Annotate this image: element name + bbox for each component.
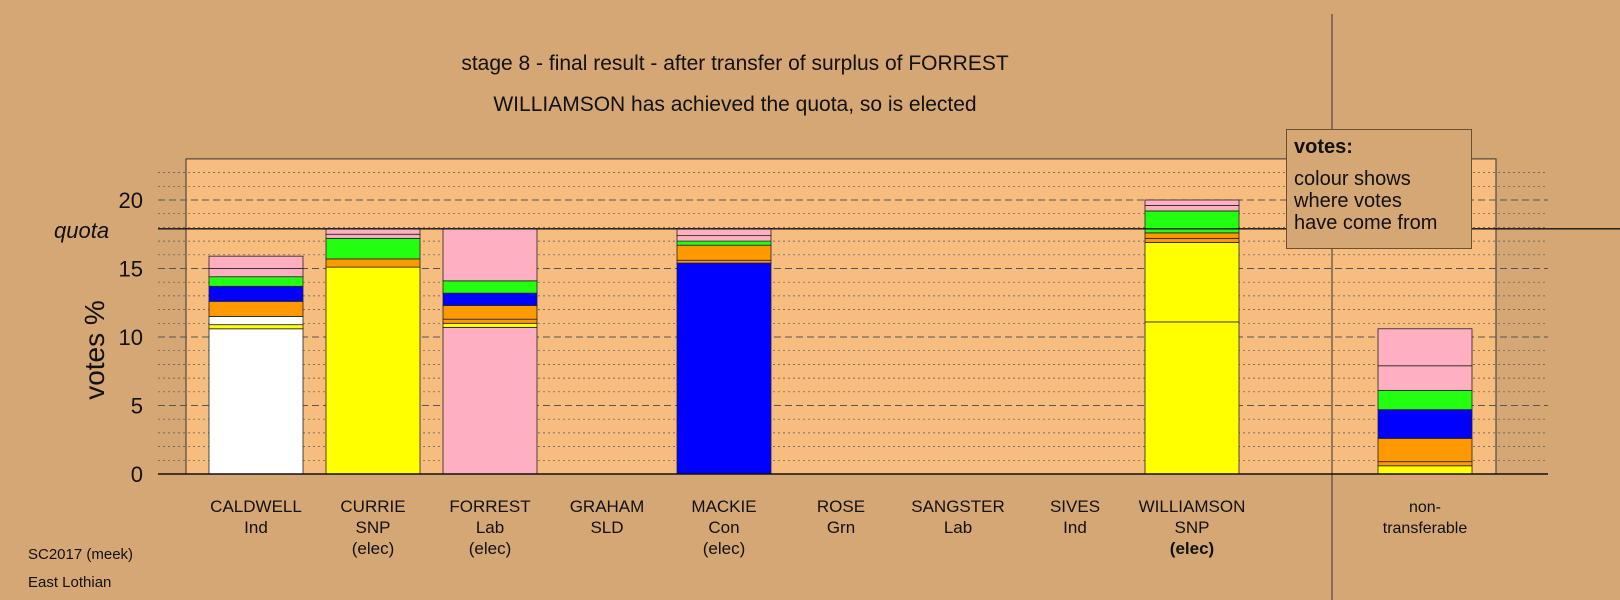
- y-tick-label: 15: [119, 257, 143, 282]
- bar-segment-williamson: [1144, 210, 1240, 234]
- bar-segment-forrest: [442, 318, 538, 324]
- x-label-party: Ind: [244, 518, 268, 537]
- bar-segment-non: [1377, 328, 1473, 367]
- x-label-party: Lab: [944, 518, 972, 537]
- bars: [208, 199, 1473, 475]
- bar-segment-caldwell: [208, 300, 304, 317]
- bar-segment-mackie: [676, 235, 772, 242]
- x-label-party: Lab: [476, 518, 504, 537]
- y-tick-label: 20: [119, 188, 143, 213]
- bar-segment-caldwell: [208, 268, 304, 278]
- quota-label: quota: [54, 218, 109, 243]
- x-label-party: Con: [708, 518, 739, 537]
- y-axis-label: votes %: [79, 300, 110, 400]
- y-tick-label: 10: [119, 325, 143, 350]
- bar-segment-mackie: [676, 240, 772, 246]
- bar-segment-forrest: [442, 280, 538, 294]
- x-label-name: non-: [1409, 499, 1441, 516]
- bar-segment-non: [1377, 390, 1473, 411]
- bar-segment-non: [1377, 365, 1473, 391]
- bar-segment-williamson: [1144, 321, 1240, 475]
- bar-segment-forrest: [442, 322, 538, 328]
- bar-segment-caldwell: [208, 316, 304, 326]
- bar-segment-mackie: [676, 259, 772, 264]
- bar-segment-currie: [325, 233, 421, 239]
- bar-segment-caldwell: [208, 324, 304, 330]
- y-tick-label: 0: [131, 462, 143, 487]
- bar-segment-non: [1377, 409, 1473, 439]
- x-label-name: GRAHAM: [570, 497, 645, 516]
- bar-segment-mackie: [676, 244, 772, 261]
- bar-segment-currie: [325, 228, 421, 235]
- bar-segment-williamson: [1144, 199, 1240, 206]
- bar-segment-currie: [325, 266, 421, 475]
- bar-segment-caldwell: [208, 255, 304, 269]
- bar-segment-williamson: [1144, 242, 1240, 323]
- x-label-name: CALDWELL: [210, 497, 302, 516]
- x-label-status: (elec): [469, 539, 512, 558]
- legend-line-1: colour shows: [1294, 168, 1411, 190]
- x-label-party: Ind: [1063, 518, 1087, 537]
- bar-segment-non: [1377, 465, 1473, 475]
- bar-segment-williamson: [1144, 232, 1240, 239]
- bar-segment-non: [1377, 437, 1473, 463]
- bar-segment-caldwell: [208, 276, 304, 287]
- x-label-name: SANGSTER: [911, 497, 1005, 516]
- x-label-party: SNP: [1175, 518, 1210, 537]
- ward-label: East Lothian: [28, 574, 112, 591]
- bar-segment-currie: [325, 258, 421, 268]
- bar-segment-williamson: [1144, 205, 1240, 212]
- bar-segment-williamson: [1144, 237, 1240, 243]
- x-label-party: Grn: [827, 518, 855, 537]
- legend: votes: colour shows where votes have com…: [1286, 129, 1472, 249]
- x-label-status: (elec): [352, 539, 395, 558]
- bar-segment-mackie: [676, 228, 772, 237]
- x-label-name: ROSE: [817, 497, 865, 516]
- bar-segment-forrest: [442, 327, 538, 475]
- legend-title: votes:: [1294, 136, 1353, 158]
- x-label-name: WILLIAMSON: [1139, 497, 1246, 516]
- x-label-status: (elec): [703, 539, 746, 558]
- x-label-status: (elec): [1170, 539, 1214, 558]
- y-tick-label: 5: [131, 394, 143, 419]
- x-label-party: SNP: [356, 518, 391, 537]
- x-label-party: SLD: [590, 518, 623, 537]
- legend-line-2: where votes: [1294, 190, 1402, 212]
- x-label-name: SIVES: [1050, 497, 1100, 516]
- bar-segment-forrest: [442, 292, 538, 306]
- legend-line-3: have come from: [1294, 212, 1438, 234]
- election-label: SC2017 (meek): [28, 546, 134, 563]
- x-label-name: CURRIE: [340, 497, 405, 516]
- bar-segment-caldwell: [208, 285, 304, 302]
- x-label-name: FORREST: [449, 497, 530, 516]
- bar-segment-currie: [325, 237, 421, 260]
- x-label-party: transferable: [1383, 520, 1468, 537]
- chart-title: stage 8 - final result - after transfer …: [461, 52, 1009, 75]
- bar-segment-mackie: [676, 262, 772, 475]
- bar-segment-forrest: [442, 305, 538, 320]
- chart-subtitle: WILLIAMSON has achieved the quota, so is…: [493, 93, 977, 116]
- bar-segment-caldwell: [208, 328, 304, 475]
- x-label-name: MACKIE: [691, 497, 756, 516]
- bar-segment-forrest: [442, 228, 538, 282]
- bar-segment-non: [1377, 461, 1473, 467]
